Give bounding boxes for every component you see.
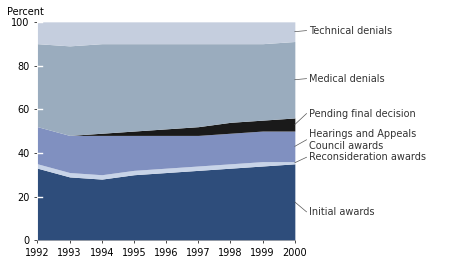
Text: Pending final decision: Pending final decision <box>309 109 416 118</box>
Text: Hearings and Appeals
Council awards: Hearings and Appeals Council awards <box>309 129 416 151</box>
Text: Technical denials: Technical denials <box>309 26 392 35</box>
Text: Medical denials: Medical denials <box>309 74 385 84</box>
Text: Initial awards: Initial awards <box>309 207 374 217</box>
Text: Reconsideration awards: Reconsideration awards <box>309 152 426 162</box>
Text: Percent: Percent <box>7 7 44 17</box>
